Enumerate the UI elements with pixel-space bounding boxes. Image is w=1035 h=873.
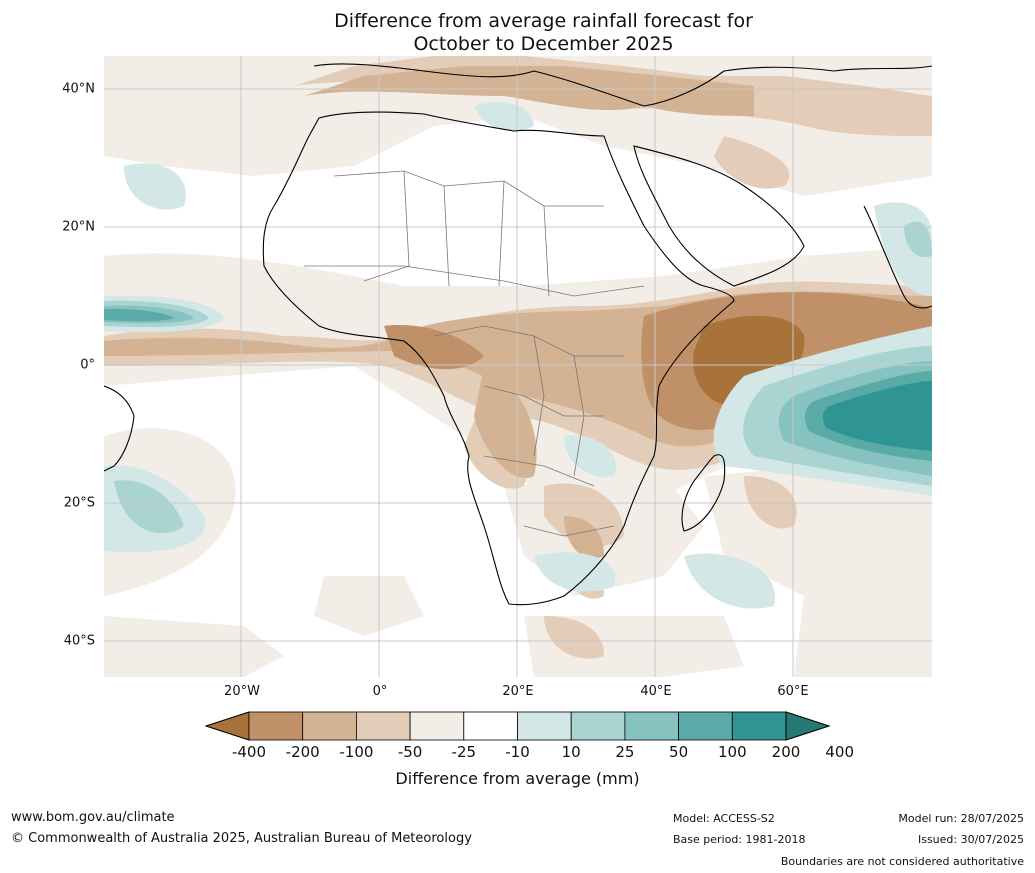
lat-label-40n: 40°N — [62, 81, 95, 97]
footer-model: Model: ACCESS-S2 — [673, 812, 775, 825]
footer-model-run: Model run: 28/07/2025 — [898, 812, 1024, 825]
colorbar-tick-label: -100 — [339, 743, 374, 761]
lon-label-40e: 40°E — [640, 684, 672, 699]
anomaly-wet-200-400 — [822, 381, 932, 451]
colorbar-segment — [302, 711, 357, 741]
colorbar-segment — [248, 711, 304, 741]
colorbar-extend-low — [205, 711, 250, 741]
lat-label-40s: 40°S — [63, 633, 95, 649]
colorbar-tick-label: 400 — [825, 743, 855, 761]
footer-website: www.bom.gov.au/climate — [11, 810, 175, 825]
colorbar-segment — [731, 711, 787, 741]
colorbar-tick-label: -25 — [451, 743, 477, 761]
madagascar-coastline — [681, 454, 726, 532]
colorbar-segment — [463, 711, 518, 741]
africa-coastline — [262, 111, 735, 606]
lat-label-0: 0° — [80, 357, 95, 373]
graticule — [104, 56, 932, 677]
colorbar-tick-label: -200 — [285, 743, 320, 761]
coastlines — [104, 63, 932, 606]
lon-label-20w: 20°W — [224, 684, 260, 699]
lon-label-20e: 20°E — [502, 684, 534, 699]
colorbar-segment — [517, 711, 572, 741]
colorbar-tick-label: 100 — [717, 743, 747, 761]
colorbar — [205, 711, 830, 741]
lat-label-20n: 20°N — [62, 219, 95, 235]
title-line-1: Difference from average rainfall forecas… — [334, 10, 753, 32]
colorbar-segment — [355, 711, 411, 741]
footer-disclaimer: Boundaries are not considered authoritat… — [780, 855, 1024, 868]
lon-label-0: 0° — [372, 684, 388, 699]
colorbar-segment — [678, 711, 733, 741]
arabia-coastline — [633, 145, 805, 287]
country-borders — [304, 170, 645, 537]
colorbar-tick-label: -400 — [231, 743, 267, 761]
colorbar-tick-label: -50 — [397, 743, 423, 761]
colorbar-tick-label: 25 — [615, 743, 635, 761]
colorbar-segment — [624, 711, 679, 741]
lat-label-20s: 20°S — [63, 495, 95, 511]
colorbar-segment — [409, 711, 465, 741]
colorbar-tick-label: 10 — [561, 743, 581, 761]
india-coastline — [863, 205, 932, 309]
south-america-coastline — [104, 385, 135, 472]
colorbar-segment — [570, 711, 626, 741]
lon-label-60e: 60°E — [777, 684, 809, 699]
title-line-2: October to December 2025 — [413, 33, 674, 55]
footer-base-period: Base period: 1981-2018 — [673, 833, 806, 846]
colorbar-tick-label: -10 — [505, 743, 530, 761]
colorbar-label: Difference from average (mm) — [395, 769, 640, 788]
rainfall-anomaly-map — [104, 56, 932, 677]
footer-issued: Issued: 30/07/2025 — [917, 833, 1024, 846]
colorbar-tick-label: 200 — [771, 743, 801, 761]
footer-copyright: © Commonwealth of Australia 2025, Austra… — [11, 831, 472, 846]
colorbar-tick-label: 50 — [669, 743, 689, 761]
colorbar-extend-high — [785, 711, 830, 741]
europe-coastline — [313, 63, 932, 107]
chart-title: Difference from average rainfall forecas… — [0, 10, 1035, 56]
